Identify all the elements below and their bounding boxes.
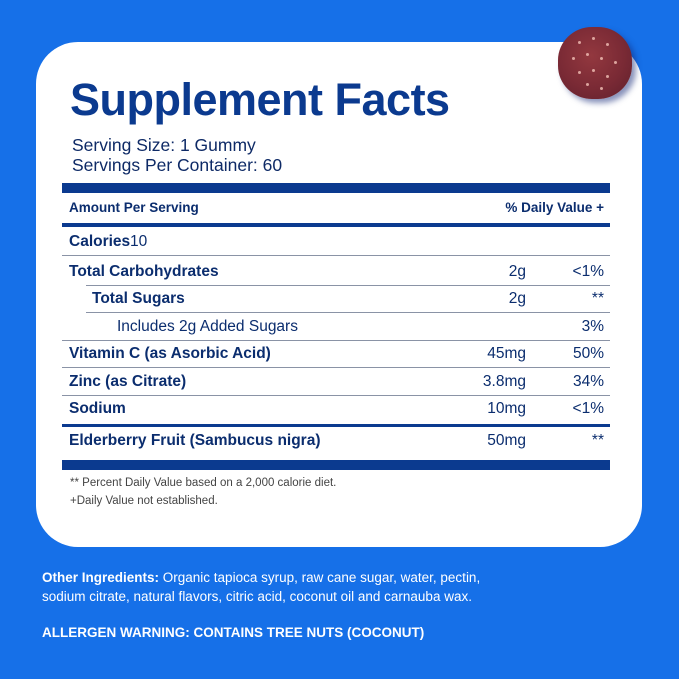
divider-medium [62, 223, 610, 227]
divider [62, 255, 610, 256]
nutrient-amount: 50mg [487, 432, 526, 449]
nutrient-dv: ** [591, 432, 604, 449]
nutrient-amount: 3.8mg [482, 373, 526, 390]
calories-value: 10 [130, 233, 148, 250]
nutrient-amount: 45mg [487, 345, 526, 362]
divider [62, 395, 610, 396]
servings-per-container: Servings Per Container: 60 [72, 155, 283, 175]
header-row: Amount Per Serving % Daily Value + [62, 200, 610, 222]
other-ingredients: Other Ingredients: Organic tapioca syrup… [42, 570, 480, 585]
other-ingredients-label: Other Ingredients: [42, 570, 160, 585]
divider [86, 312, 610, 313]
nutrient-row: Total Sugars 2g ** [62, 290, 610, 312]
nutrient-name: Zinc (as Citrate) [69, 373, 187, 390]
footnote-not-established: +Daily Value not established. [70, 495, 218, 507]
nutrient-row: Sodium 10mg <1% [62, 400, 610, 422]
other-ingredients-line1: Organic tapioca syrup, raw cane sugar, w… [162, 570, 481, 585]
divider [62, 340, 610, 341]
serving-size: Serving Size: 1 Gummy [72, 135, 256, 155]
amount-per-serving-label: Amount Per Serving [69, 200, 199, 215]
nutrient-name: Elderberry Fruit (Sambucus nigra) [69, 432, 321, 449]
divider [86, 285, 610, 286]
divider-thick [62, 183, 610, 193]
nutrient-row: Includes 2g Added Sugars 3% [62, 318, 610, 340]
divider [62, 367, 610, 368]
nutrient-name: Vitamin C (as Asorbic Acid) [69, 345, 271, 362]
nutrient-dv: 3% [581, 318, 604, 335]
other-ingredients-line2: sodium citrate, natural flavors, citric … [42, 589, 472, 604]
nutrient-row: Total Carbohydrates 2g <1% [62, 263, 610, 285]
nutrient-row: Elderberry Fruit (Sambucus nigra) 50mg *… [62, 432, 610, 454]
nutrient-amount: 10mg [487, 400, 526, 417]
nutrient-name: Total Carbohydrates [69, 263, 219, 280]
nutrient-dv: ** [591, 290, 604, 307]
page-title: Supplement Facts [70, 74, 450, 125]
nutrient-dv: <1% [572, 263, 604, 280]
nutrient-name: Sodium [69, 400, 126, 417]
allergen-warning: ALLERGEN WARNING: CONTAINS TREE NUTS (CO… [42, 625, 425, 640]
gummy-image [558, 27, 632, 99]
nutrient-dv: 50% [572, 345, 604, 362]
nutrient-amount: 2g [508, 263, 526, 280]
nutrient-dv: <1% [572, 400, 604, 417]
nutrient-row: Vitamin C (as Asorbic Acid) 45mg 50% [62, 345, 610, 367]
nutrient-name: Includes 2g Added Sugars [117, 318, 298, 335]
calories-label: Calories [69, 233, 131, 250]
nutrient-name: Total Sugars [92, 290, 185, 307]
nutrient-row: Zinc (as Citrate) 3.8mg 34% [62, 373, 610, 395]
daily-value-label: % Daily Value + [505, 200, 604, 215]
nutrient-amount: 2g [508, 290, 526, 307]
calories-row: Calories 10 [62, 233, 610, 255]
divider-thick [62, 460, 610, 470]
divider-medium [62, 424, 610, 427]
footnote-daily-value: ** Percent Daily Value based on a 2,000 … [70, 477, 337, 489]
nutrient-dv: 34% [572, 373, 604, 390]
